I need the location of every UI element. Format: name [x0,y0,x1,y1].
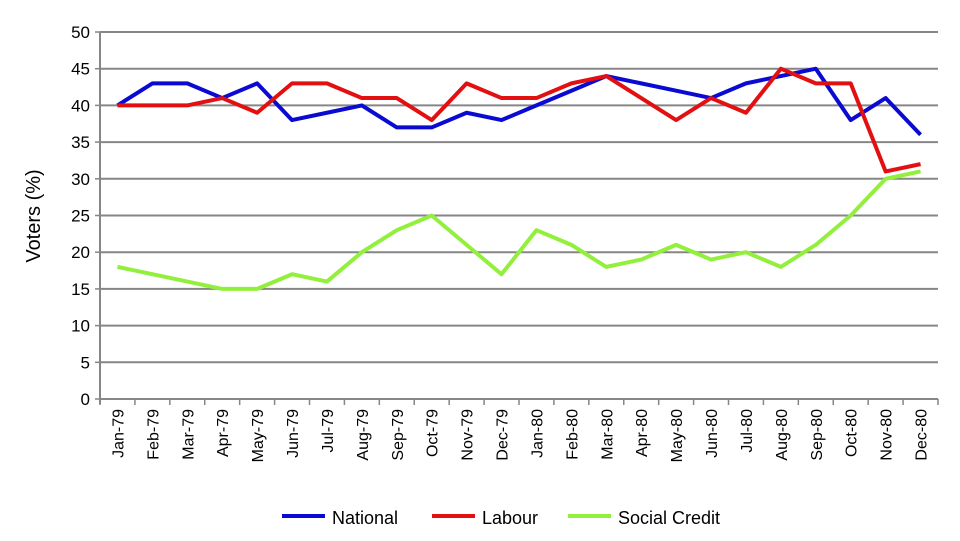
x-tick-label: May-79 [250,409,267,462]
x-tick-label: Jun-79 [285,409,302,458]
x-tick-label: Aug-79 [355,409,372,461]
x-tick-label: Dec-79 [495,409,512,461]
legend-label: National [332,508,398,528]
x-tick-label: Mar-80 [599,409,616,460]
x-tick-label: Nov-80 [879,409,896,461]
x-tick-label: Feb-80 [564,409,581,460]
y-tick-label: 40 [71,96,90,115]
legend-label: Labour [482,508,538,528]
y-tick-label: 45 [71,60,90,79]
x-tick-label: Oct-79 [425,409,442,457]
y-tick-label: 20 [71,243,90,262]
y-tick-label: 0 [81,390,90,409]
x-tick-label: Apr-79 [215,409,232,457]
x-tick-label: Jun-80 [704,409,721,458]
x-tick-label: Jul-80 [739,409,756,453]
y-axis-title: Voters (%) [23,169,45,262]
x-tick-label: Oct-80 [844,409,861,457]
x-tick-label: Apr-80 [634,409,651,457]
x-tick-label: Sep-80 [809,409,826,461]
x-tick-label: Nov-79 [460,409,477,461]
x-tick-label: May-80 [669,409,686,462]
x-tick-label: Jan-80 [529,409,546,458]
x-tick-label: Feb-79 [145,409,162,460]
x-tick-label: Jan-79 [110,409,127,458]
x-tick-label: Dec-80 [914,409,931,461]
series-line-social-credit [117,171,920,288]
legend-label: Social Credit [618,508,720,528]
y-tick-label: 15 [71,280,90,299]
y-tick-label: 50 [71,23,90,42]
x-tick-label: Aug-80 [774,409,791,461]
y-tick-label: 30 [71,170,90,189]
y-tick-label: 10 [71,317,90,336]
y-tick-label: 25 [71,207,90,226]
y-tick-label: 5 [81,353,90,372]
x-tick-label: Jul-79 [320,409,337,453]
series-line-labour [117,69,920,172]
x-tick-label: Sep-79 [390,409,407,461]
x-tick-label: Mar-79 [180,409,197,460]
y-tick-label: 35 [71,133,90,152]
